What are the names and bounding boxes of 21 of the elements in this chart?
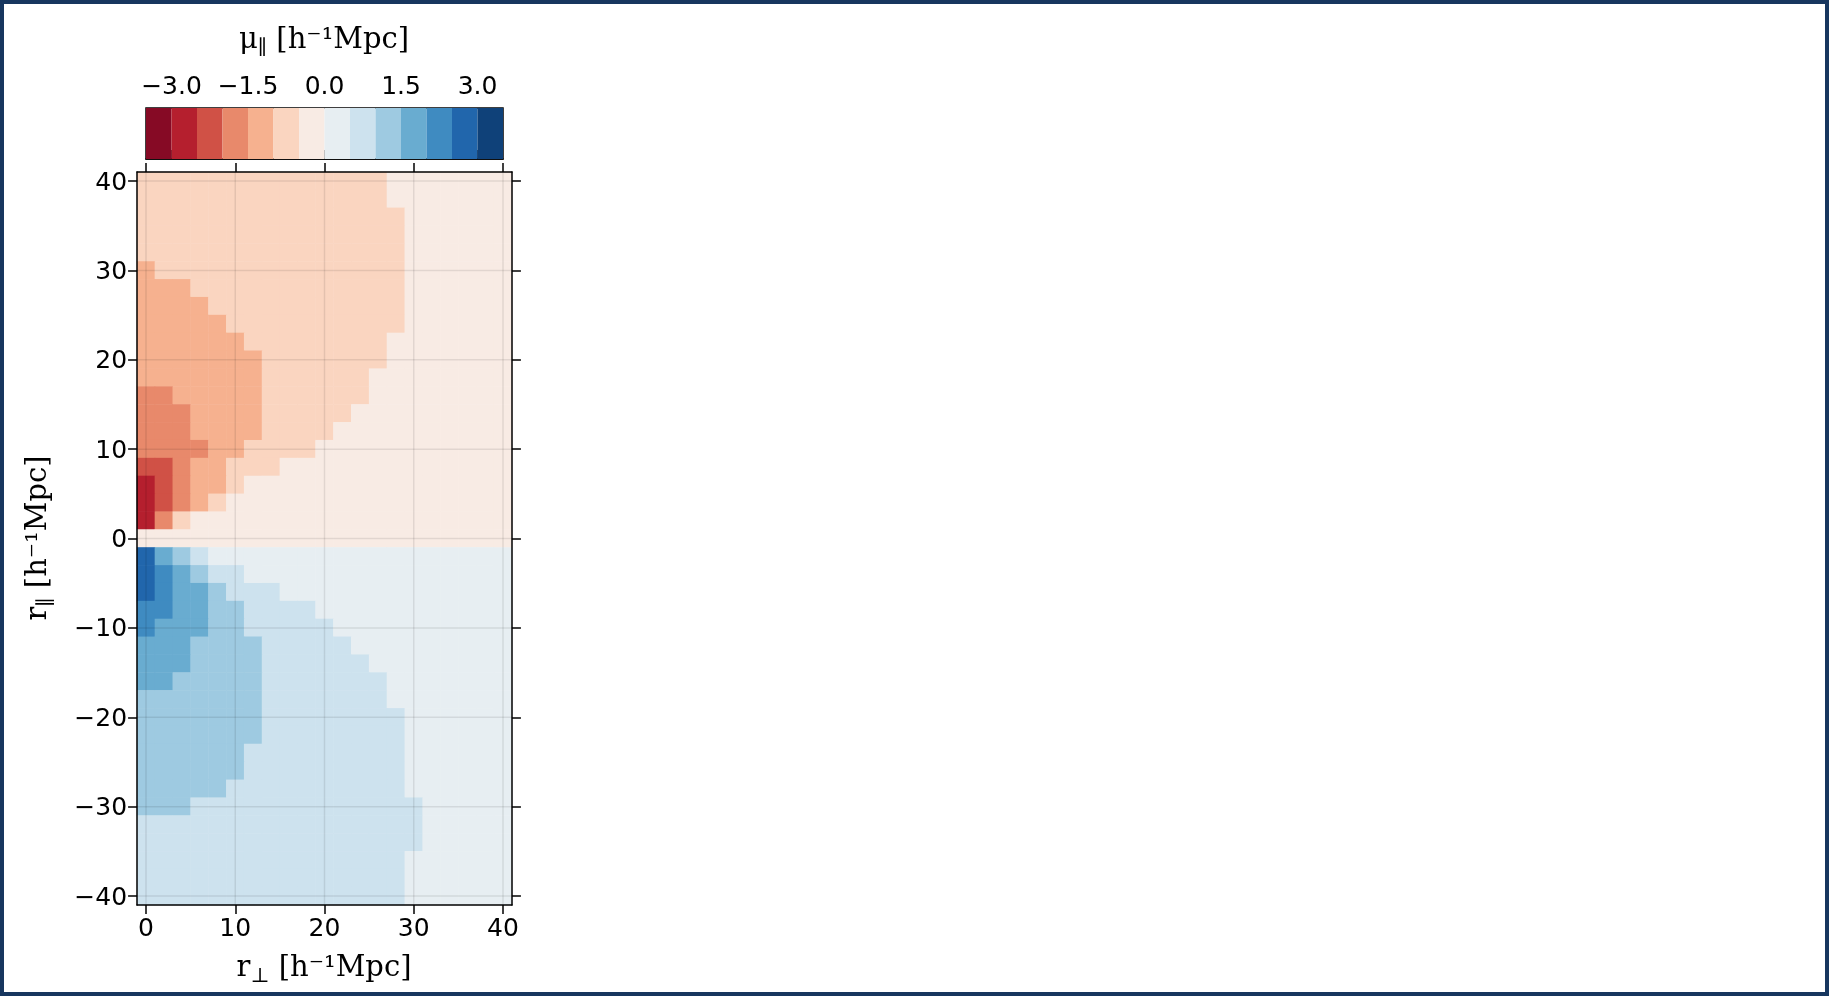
x-tick-label: 40: [487, 912, 519, 942]
y-tick-label: 20: [95, 345, 128, 375]
x-axis-title: r$_{⊥}$ [h⁻¹Mpc]: [236, 948, 412, 988]
color-bar-label: 1.5: [381, 71, 421, 100]
x-tick-label: 20: [308, 912, 341, 942]
y-tick-label: −10: [74, 613, 128, 643]
y-tick-label: −30: [74, 792, 128, 822]
y-tick-label: 10: [95, 434, 128, 464]
y-tick-label: 0: [111, 524, 128, 553]
y-tick-label: 30: [95, 255, 128, 285]
x-tick-label: 0: [138, 912, 154, 942]
x-tick-label: 10: [219, 912, 252, 942]
y-tick-label: 40: [95, 166, 128, 196]
color-bar-label: 3.0: [457, 71, 498, 100]
color-bar-label: −1.5: [217, 71, 279, 100]
color-bar-title: μ$_{∥}$ [h⁻¹Mpc]: [238, 20, 410, 60]
color-bar-label: 0.0: [304, 71, 345, 100]
x-tick-label: 30: [397, 912, 430, 942]
y-tick-label: −40: [74, 881, 128, 911]
color-bar-label: −3.0: [141, 71, 202, 100]
y-tick-label: −20: [74, 702, 128, 732]
